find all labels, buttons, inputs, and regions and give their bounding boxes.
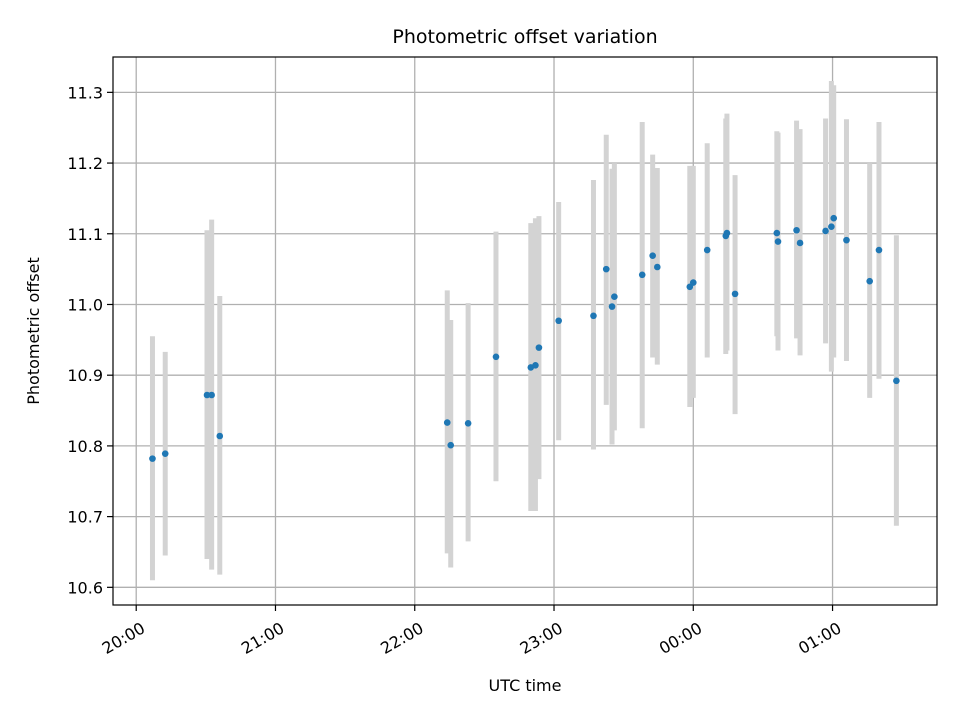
data-point	[703, 246, 711, 254]
data-point	[773, 229, 781, 237]
y-axis-ticks: 10.6 10.7 10.8 10.9 11.0 11.1 11.2 11.3	[67, 83, 113, 597]
y-axis-label: Photometric offset	[24, 257, 43, 405]
data-point	[535, 344, 543, 351]
data-point	[793, 226, 800, 234]
x-axis-label: UTC time	[489, 676, 562, 695]
data-point	[822, 227, 829, 235]
data-point	[590, 312, 597, 320]
data-point	[492, 353, 500, 361]
data-point	[723, 229, 731, 237]
data-point	[149, 455, 156, 462]
data-point	[638, 271, 646, 279]
y-tick-label: 11.0	[67, 295, 103, 314]
y-tick-label: 10.8	[67, 437, 103, 456]
data-point	[161, 450, 169, 457]
data-point	[689, 279, 697, 286]
data-point	[203, 391, 211, 399]
data-point	[447, 441, 455, 449]
data-point	[208, 391, 215, 399]
data-point	[464, 419, 472, 427]
data-point	[608, 303, 616, 310]
data-point	[796, 239, 804, 247]
y-tick-label: 10.7	[67, 508, 103, 527]
plot-frame	[112, 56, 938, 606]
data-point	[532, 361, 539, 369]
data-point	[830, 214, 838, 222]
data-point	[611, 293, 618, 301]
data-point	[893, 377, 900, 385]
data-point	[654, 263, 661, 271]
data-point	[731, 290, 739, 298]
data-point	[649, 252, 656, 259]
y-tick-label: 10.6	[67, 578, 103, 597]
data-points	[149, 214, 900, 462]
y-tick-label: 10.9	[67, 366, 103, 385]
data-point	[828, 223, 835, 231]
data-point	[866, 277, 873, 285]
y-tick-label: 11.3	[67, 83, 103, 102]
data-point	[555, 317, 562, 325]
chart-title: Photometric offset variation	[392, 26, 657, 48]
data-point	[843, 236, 850, 244]
data-point	[602, 265, 610, 273]
y-tick-label: 11.2	[67, 154, 103, 173]
data-point	[774, 238, 782, 245]
data-point	[216, 432, 224, 440]
data-point	[443, 419, 451, 426]
y-tick-label: 11.1	[67, 225, 103, 244]
data-point	[875, 246, 883, 254]
